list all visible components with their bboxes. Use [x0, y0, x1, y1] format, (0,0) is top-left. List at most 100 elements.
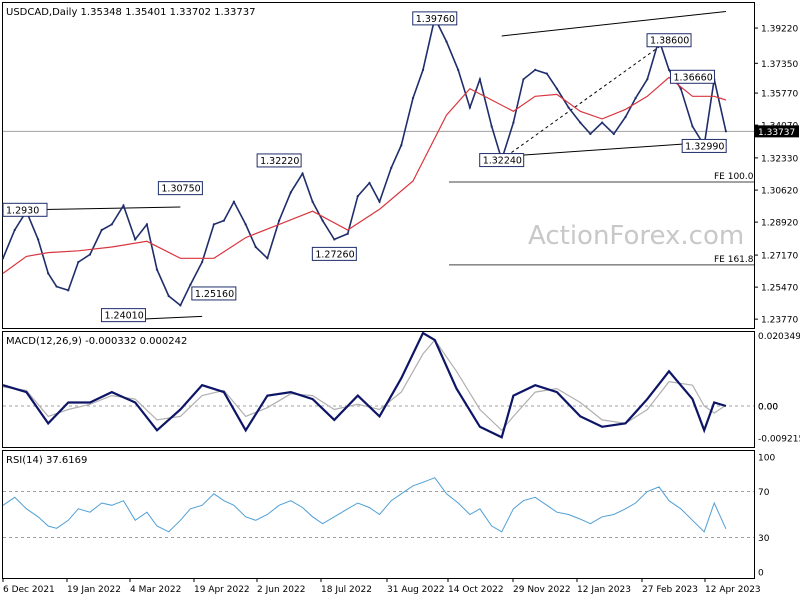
last-price-badge	[755, 125, 799, 138]
x-tick-label: 31 Aug 2022	[387, 585, 445, 595]
price-point	[679, 87, 682, 90]
price-point	[289, 191, 292, 194]
price-annotation-box	[157, 181, 203, 196]
price-y-tick-label: 1.35770	[761, 90, 798, 100]
macd-y-tick-label: 0.00	[758, 403, 778, 413]
rsi-y-tick-label: 0	[758, 569, 764, 579]
price-y-tick-label: 1.28920	[761, 219, 798, 229]
price-point	[100, 228, 103, 232]
rsi-y-tick-label: 70	[758, 488, 770, 498]
price-point	[77, 260, 80, 264]
rsi-series: 100 70 30 0	[2, 454, 775, 579]
price-point	[67, 289, 70, 292]
rsi-panel-frame	[2, 450, 755, 579]
x-tick-label: 19 Apr 2022	[194, 585, 250, 595]
fe-reference-label: FE 161.8	[714, 255, 754, 265]
price-point	[222, 219, 225, 222]
x-tick-label: 18 Jul 2022	[321, 585, 372, 595]
price-point	[368, 181, 371, 185]
trend-lines	[2, 10, 726, 321]
price-annotation-label: 1.32240	[483, 156, 522, 167]
price-point	[189, 283, 192, 286]
price-y-ticks: 1.392201.373501.357701.340701.323301.306…	[754, 25, 798, 326]
price-annotation-box	[646, 33, 692, 48]
price-annotation-label: 1.25160	[195, 289, 234, 300]
x-tick-label: 14 Oct 2022	[448, 585, 504, 595]
price-point	[155, 268, 159, 271]
macd-panel-frame	[2, 331, 755, 448]
price-point	[301, 172, 304, 175]
price-point	[1, 257, 5, 260]
price-point	[378, 200, 381, 203]
price-point	[579, 121, 582, 124]
price-annotation-label: 1.32990	[685, 141, 724, 152]
x-tick-label: 12 Apr 2023	[705, 585, 761, 595]
watermark: ActionForex.com	[528, 221, 744, 251]
price-point	[624, 115, 627, 119]
price-point	[522, 78, 525, 81]
price-close-line	[2, 15, 727, 307]
price-point	[612, 132, 615, 136]
price-point	[724, 130, 728, 133]
price-point	[201, 260, 204, 264]
price-point	[390, 166, 393, 169]
price-y-tick-label: 1.32330	[761, 154, 798, 164]
price-annotation-box	[191, 286, 237, 301]
price-annotation-label: 1.36660	[673, 72, 712, 83]
price-point	[311, 200, 314, 203]
price-annotation-box	[256, 153, 302, 168]
price-point	[13, 228, 16, 232]
price-point	[232, 200, 236, 203]
x-tick-label: 2 Jun 2022	[257, 585, 305, 595]
price-point	[646, 78, 649, 81]
fe-reference-lines: FE 100.0 FE 161.8 1.33737	[3, 125, 799, 266]
fe-reference-label: FE 100.0	[714, 172, 754, 182]
price-point	[321, 219, 324, 222]
price-point	[212, 223, 215, 226]
price-annotation-box	[669, 69, 715, 84]
price-point	[478, 78, 482, 81]
price-annotation-label: 1.38600	[650, 36, 689, 47]
price-point	[346, 232, 349, 235]
price-point	[534, 68, 537, 71]
price-point	[37, 238, 40, 241]
last-price-label: 1.33737	[758, 128, 795, 138]
price-point	[88, 253, 92, 256]
price-y-tick-label: 1.25470	[761, 284, 798, 294]
macd-y-tick-label: -0.009215	[758, 435, 800, 445]
price-annotation-label: 1.39760	[416, 14, 455, 25]
x-tick-label: 12 Jan 2023	[577, 585, 631, 595]
price-point	[691, 125, 694, 128]
price-annotation-box	[100, 308, 146, 323]
price-point	[567, 106, 570, 109]
price-y-tick-label: 1.37350	[761, 60, 798, 70]
x-tick-label: 6 Dec 2021	[3, 585, 55, 595]
price-point	[356, 195, 359, 198]
trend-line	[501, 10, 726, 37]
price-point	[55, 285, 58, 288]
rsi-line	[2, 477, 727, 533]
price-point	[179, 304, 182, 307]
price-annotation-box	[479, 153, 525, 168]
rsi-y-tick-label: 30	[758, 534, 770, 544]
price-point	[244, 223, 247, 226]
price-series	[1, 15, 728, 307]
price-y-tick-label: 1.23770	[761, 316, 798, 326]
price-panel-title: USDCAD,Daily 1.35348 1.35401 1.33702 1.3…	[6, 7, 256, 18]
price-point	[400, 144, 403, 147]
macd-panel-title: MACD(12,26,9) -0.000332 0.000242	[6, 336, 187, 347]
price-y-tick-label: 1.39220	[761, 25, 798, 35]
price-annotation-label: 1.24010	[104, 311, 143, 322]
trend-line	[501, 39, 670, 160]
x-tick-label: 4 Mar 2022	[130, 585, 181, 595]
price-point	[266, 257, 269, 260]
price-annotation-box	[2, 202, 48, 217]
price-point	[110, 223, 113, 226]
price-panel-frame	[2, 2, 755, 329]
rsi-panel-title: RSI(14) 37.6169	[6, 455, 87, 466]
price-point	[457, 68, 460, 71]
price-point	[468, 106, 471, 109]
price-annotation-label: 1.32220	[260, 156, 299, 167]
price-point	[545, 72, 548, 75]
